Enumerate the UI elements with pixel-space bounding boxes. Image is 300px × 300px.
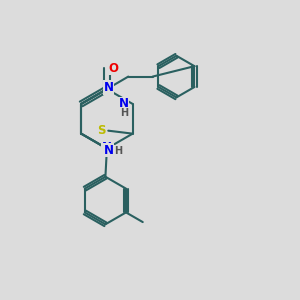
Text: O: O <box>108 62 118 75</box>
Text: N: N <box>103 143 113 157</box>
Text: N: N <box>119 98 129 110</box>
Text: S: S <box>98 124 106 137</box>
Text: N: N <box>102 140 112 154</box>
Text: H: H <box>114 146 122 156</box>
Text: N: N <box>103 81 113 94</box>
Text: H: H <box>120 108 128 118</box>
